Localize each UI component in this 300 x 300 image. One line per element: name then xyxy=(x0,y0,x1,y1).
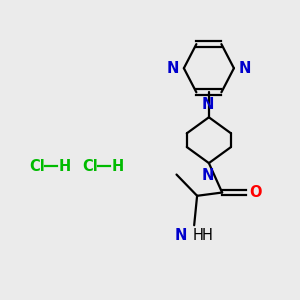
Text: Cl: Cl xyxy=(29,159,45,174)
Text: H: H xyxy=(59,159,71,174)
Text: N: N xyxy=(174,228,187,243)
Text: H: H xyxy=(202,228,212,243)
Text: H: H xyxy=(112,159,124,174)
Text: O: O xyxy=(249,185,262,200)
Text: N: N xyxy=(201,168,214,183)
Text: N: N xyxy=(167,61,179,76)
Text: N: N xyxy=(238,61,251,76)
Text: Cl: Cl xyxy=(82,159,98,174)
Text: N: N xyxy=(201,97,214,112)
Text: H: H xyxy=(193,228,204,243)
